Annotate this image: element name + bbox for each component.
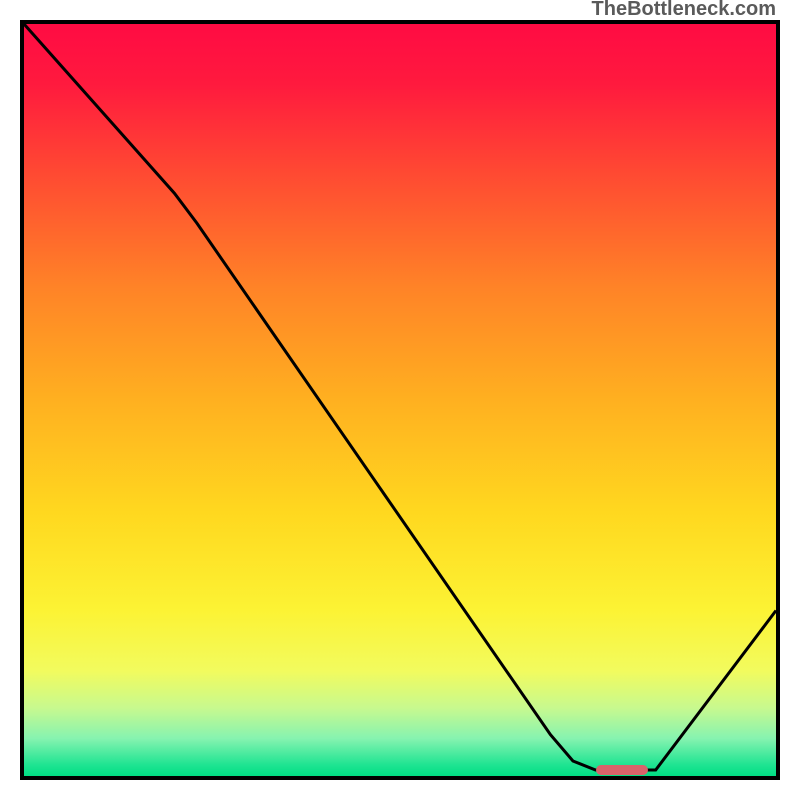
plot-area bbox=[20, 20, 780, 780]
bottleneck-chart: TheBottleneck.com bbox=[0, 0, 800, 800]
bottleneck-curve bbox=[24, 24, 776, 770]
curve-layer bbox=[24, 24, 776, 776]
attribution-text: TheBottleneck.com bbox=[592, 0, 776, 21]
optimal-marker bbox=[596, 765, 649, 775]
